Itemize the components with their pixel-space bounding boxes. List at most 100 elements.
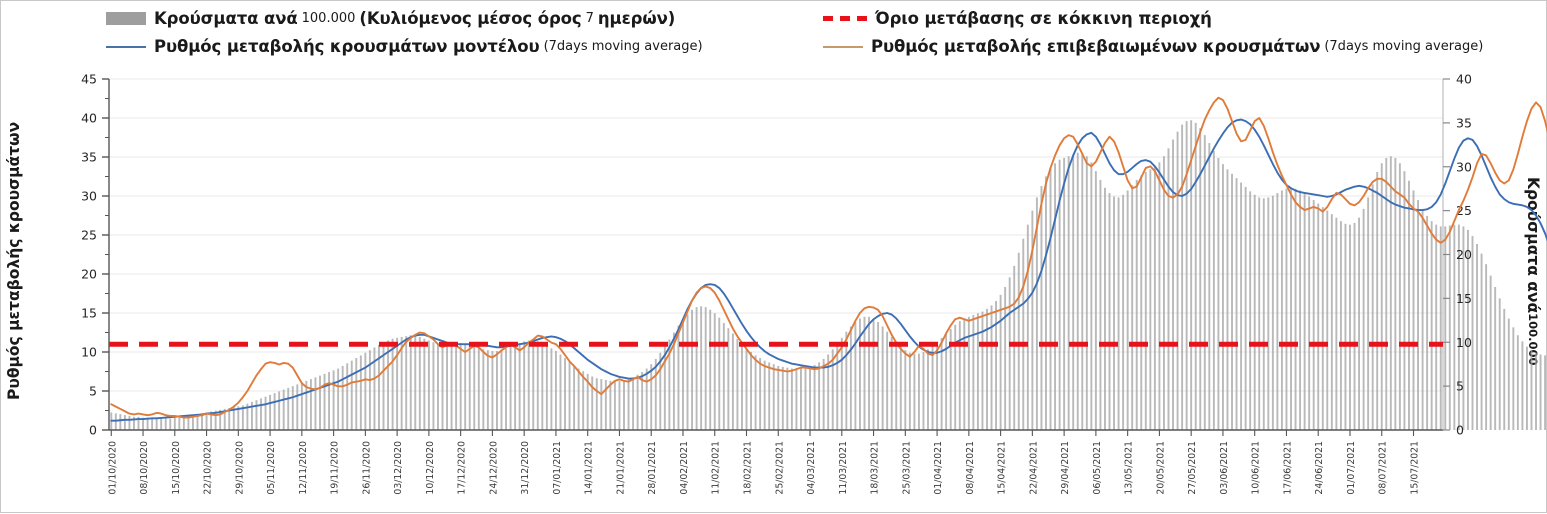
bar	[604, 379, 607, 430]
bar	[559, 354, 562, 430]
bar	[1421, 208, 1424, 430]
bar	[223, 408, 226, 430]
bar	[151, 418, 154, 430]
y-axis-right-tick-label: 20	[1456, 247, 1472, 262]
bar	[1417, 200, 1419, 430]
bar	[1085, 156, 1088, 430]
x-axis-ticks: 01/10/2020 08/10/2020 15/10/2020 22/10/2020…	[107, 430, 1421, 495]
bar	[1122, 194, 1125, 430]
bar	[328, 372, 331, 430]
bar	[536, 341, 539, 430]
bar	[545, 345, 548, 430]
x-axis-tick-label: 04/02/2021	[679, 441, 690, 495]
bar	[309, 379, 312, 430]
legend-label-tail2: ημερών)	[597, 9, 676, 28]
bar	[1426, 215, 1429, 430]
bar	[387, 340, 390, 430]
y-axis-left-tick-label: 45	[81, 72, 97, 87]
bar	[777, 365, 780, 430]
bar	[1457, 224, 1460, 430]
y-axis-left-tick-label: 25	[81, 228, 97, 243]
line-series	[110, 96, 1547, 419]
bar	[1539, 354, 1542, 430]
bar	[1253, 194, 1256, 430]
legend-item-confirmed-change-rate[interactable]: Ρυθμός μεταβολής επιβεβαιωμένων κρουσμάτ…	[823, 37, 1483, 56]
bar	[473, 345, 476, 430]
bar	[1435, 224, 1438, 430]
x-axis-tick-label: 07/01/2021	[552, 441, 563, 495]
bar	[496, 351, 498, 430]
bar	[1344, 223, 1347, 430]
bar	[1299, 190, 1302, 430]
bar	[514, 344, 517, 430]
bar	[745, 348, 748, 430]
y-axis-left-ticks: 0 5 10 15 20 25 30 35 40 45	[81, 72, 109, 438]
bar	[441, 344, 444, 430]
bar	[1126, 190, 1129, 430]
bar	[908, 352, 911, 430]
bar	[654, 358, 657, 430]
bar	[591, 376, 594, 430]
bar	[260, 398, 262, 430]
bar	[1498, 298, 1501, 431]
bar	[1131, 185, 1134, 430]
bar	[618, 380, 621, 430]
x-axis-tick-label: 03/06/2021	[1219, 441, 1230, 495]
chart-legend: Κρούσματα ανά 100.000 (Κυλιόμενος μέσος όρ…	[1, 1, 1547, 63]
bar	[663, 346, 666, 430]
x-axis-tick-label: 28/01/2021	[647, 441, 658, 495]
bar	[323, 373, 326, 430]
bar	[1544, 355, 1547, 430]
legend-label: Ρυθμός μεταβολής επιβεβαιωμένων κρουσμάτ…	[871, 37, 1321, 56]
bar	[482, 349, 485, 430]
bar	[414, 336, 417, 430]
bar	[541, 343, 544, 430]
bar	[586, 373, 589, 430]
bar	[210, 411, 213, 430]
bar	[582, 371, 585, 430]
bar	[927, 349, 929, 430]
bar	[754, 355, 757, 430]
bar	[523, 341, 526, 430]
bar	[917, 353, 920, 430]
x-axis-tick-label: 17/06/2021	[1283, 441, 1294, 495]
bar	[691, 309, 694, 430]
bar	[359, 355, 362, 430]
bar	[831, 349, 834, 430]
bar	[1412, 190, 1415, 430]
bar	[759, 358, 762, 430]
bar	[432, 342, 435, 430]
bar	[922, 351, 925, 430]
bar	[1321, 207, 1324, 430]
bar	[813, 365, 816, 430]
bar	[659, 352, 662, 430]
bar	[568, 361, 571, 430]
bar	[500, 350, 503, 430]
legend-item-cases-per-100k[interactable]: Κρούσματα ανά 100.000 (Κυλιόμενος μέσος όρ…	[106, 9, 675, 28]
bar	[804, 367, 807, 430]
bar	[1521, 341, 1524, 430]
bar	[768, 362, 771, 430]
bar	[1389, 156, 1392, 430]
x-axis-tick-label: 22/10/2020	[203, 441, 214, 495]
y-axis-right-title: Κρούσματα ανά100.000	[1524, 111, 1542, 431]
bar	[1530, 350, 1533, 430]
bar	[931, 345, 934, 430]
bar	[858, 318, 861, 430]
bar	[1135, 179, 1138, 430]
legend-item-red-threshold[interactable]: Όριο μετάβασης σε κόκκινη περιοχή	[823, 9, 1212, 28]
bar	[1004, 286, 1007, 430]
bar	[1326, 210, 1329, 431]
bar	[1290, 187, 1292, 430]
bar	[1367, 197, 1370, 430]
bar	[1054, 163, 1057, 431]
bar	[741, 344, 743, 430]
bar	[995, 301, 998, 430]
bar	[623, 379, 625, 430]
bar	[1339, 221, 1342, 430]
bar	[1026, 224, 1029, 430]
bar	[1099, 179, 1102, 430]
bar	[1094, 171, 1097, 430]
legend-item-model-change-rate[interactable]: Ρυθμός μεταβολής κρουσμάτων μοντέλου (7da…	[106, 37, 703, 56]
